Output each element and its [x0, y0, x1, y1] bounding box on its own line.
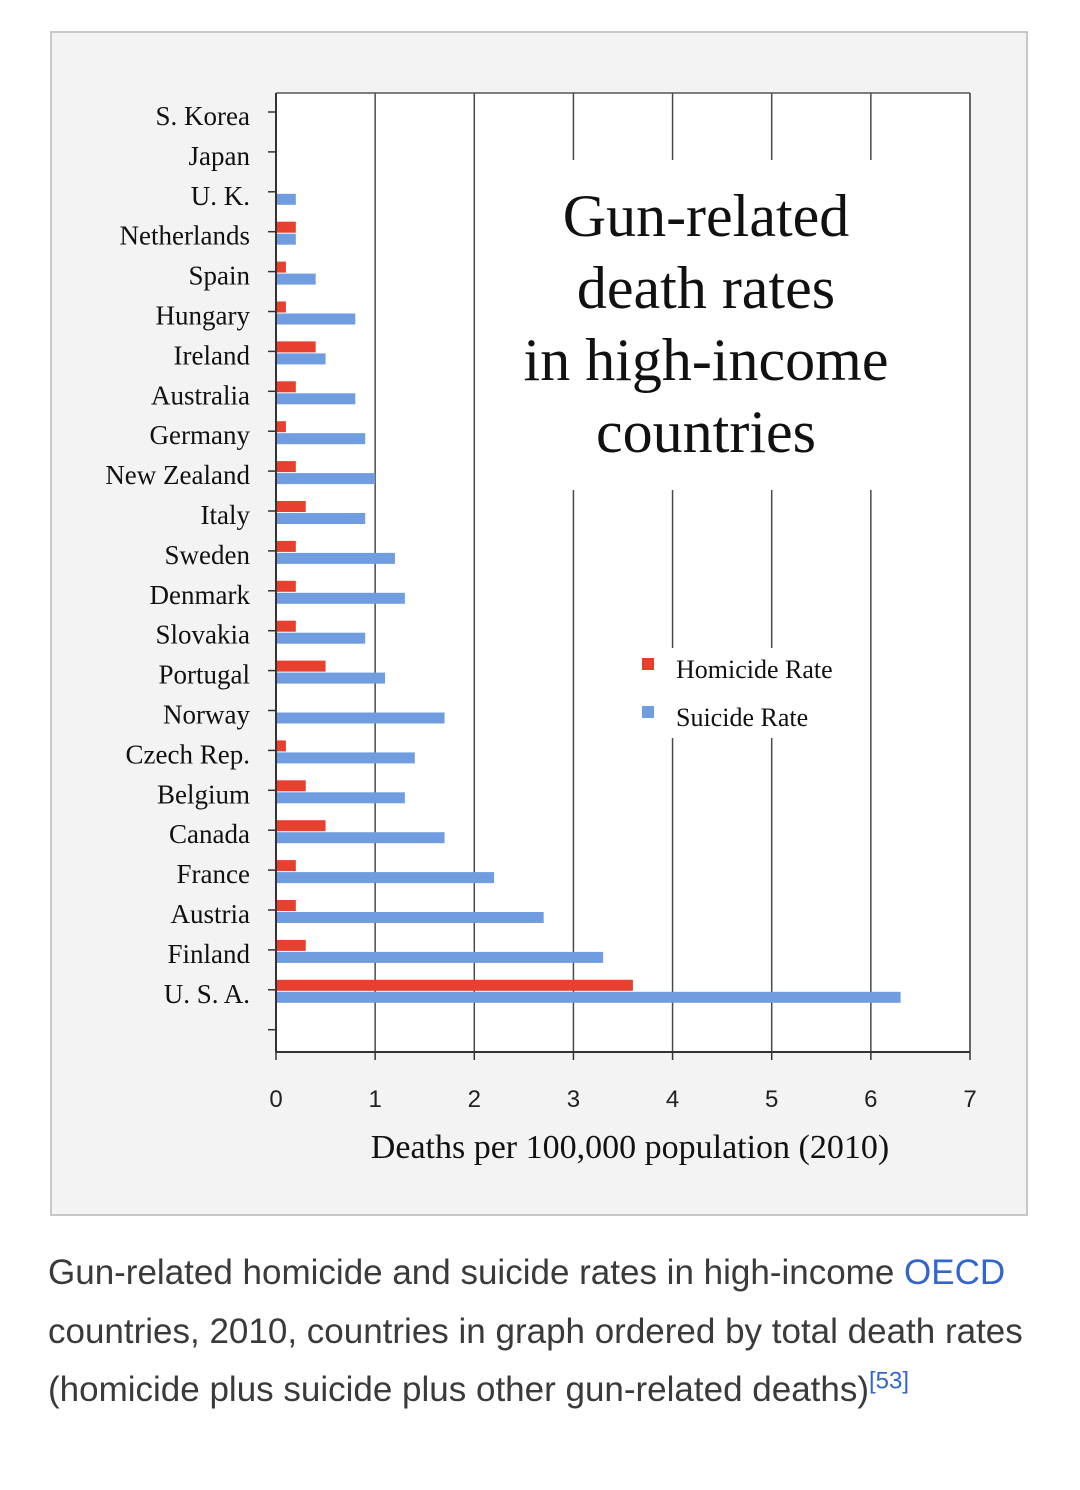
- axes: [268, 92, 971, 1060]
- chart-title-line: in high-income: [524, 327, 889, 393]
- legend-backdrop: [632, 648, 858, 738]
- category-label: Portugal: [159, 660, 251, 690]
- bar-suicide: [276, 473, 376, 485]
- bar-homicide: [276, 620, 296, 632]
- category-labels: S. Korea Japan U. K. Netherlands Spain Hungar…: [105, 101, 250, 1009]
- bar-suicide: [276, 273, 316, 285]
- bar-suicide: [276, 233, 296, 245]
- x-axis-label: Deaths per 100,000 population (2010): [371, 1129, 889, 1166]
- bar-suicide: [276, 552, 395, 564]
- legend-swatch: [642, 658, 654, 670]
- bar-homicide: [276, 780, 306, 792]
- bar-homicide: [276, 341, 316, 353]
- bar-suicide: [276, 393, 356, 405]
- x-tick-label: 5: [765, 1086, 778, 1113]
- category-label: New Zealand: [105, 460, 250, 490]
- bar-homicide: [276, 540, 296, 552]
- bar-suicide: [276, 832, 445, 844]
- category-label: Japan: [189, 141, 251, 171]
- figure-caption: Gun-related homicide and suicide rates i…: [48, 1244, 1038, 1420]
- bar-homicide: [276, 381, 296, 393]
- category-label: Sweden: [165, 540, 251, 570]
- bar-suicide: [276, 872, 495, 884]
- category-label: Austria: [171, 899, 251, 929]
- category-label: U. S. A.: [164, 979, 250, 1009]
- category-label: Canada: [169, 819, 250, 849]
- bar-suicide: [276, 193, 296, 205]
- bar-suicide: [276, 712, 445, 724]
- caption-text-2: countries, 2010, countries in graph orde…: [48, 1311, 1023, 1410]
- bar-suicide: [276, 313, 356, 325]
- caption-text-1: Gun-related homicide and suicide rates i…: [48, 1253, 905, 1292]
- bar-homicide: [276, 221, 296, 233]
- bar-homicide: [276, 461, 296, 473]
- chart-title-line: death rates: [577, 255, 835, 321]
- legend-swatch: [642, 706, 654, 718]
- x-tick-label: 7: [963, 1086, 976, 1113]
- reference-link[interactable]: [53]: [869, 1367, 910, 1395]
- bar-homicide: [276, 421, 286, 433]
- category-label: Slovakia: [156, 620, 251, 650]
- bar-suicide: [276, 912, 544, 923]
- x-tick-labels: 0 1 2 3 4 5 6 7: [269, 1086, 976, 1113]
- category-label: Norway: [163, 700, 250, 730]
- legend-label: Suicide Rate: [676, 703, 808, 732]
- category-label: Belgium: [157, 779, 250, 809]
- bar-suicide: [276, 951, 604, 963]
- category-label: Denmark: [150, 580, 251, 610]
- bar-homicide: [276, 301, 286, 313]
- category-label: Germany: [150, 420, 251, 450]
- bar-homicide: [276, 261, 286, 273]
- bar-homicide: [276, 580, 296, 592]
- bar-homicide: [276, 740, 286, 752]
- category-label: Ireland: [174, 340, 251, 370]
- bar-homicide: [276, 820, 326, 832]
- bar-suicide: [276, 752, 415, 764]
- category-label: Spain: [188, 261, 250, 291]
- bar-suicide: [276, 353, 326, 365]
- oecd-link[interactable]: OECD: [904, 1253, 1006, 1292]
- legend-label: Homicide Rate: [676, 655, 833, 684]
- bars: [276, 193, 901, 1003]
- category-label: S. Korea: [156, 101, 250, 131]
- category-label: Finland: [167, 939, 250, 969]
- x-tick-label: 2: [468, 1086, 481, 1113]
- x-tick-label: 3: [567, 1086, 580, 1113]
- chart-title-line: Gun-related: [563, 183, 850, 249]
- legend: Homicide Rate Suicide Rate: [632, 648, 858, 738]
- bar-homicide: [276, 939, 306, 951]
- x-tick-label: 0: [269, 1086, 282, 1113]
- category-label: U. K.: [191, 181, 250, 211]
- category-label: Czech Rep.: [126, 739, 250, 769]
- bar-suicide: [276, 632, 366, 644]
- category-label: Netherlands: [120, 221, 250, 251]
- bar-suicide: [276, 433, 366, 445]
- bar-suicide: [276, 991, 901, 1003]
- bar-chart: S. Korea Japan U. K. Netherlands Spain Hungar…: [105, 92, 977, 1166]
- x-tick-label: 1: [368, 1086, 381, 1113]
- bar-suicide: [276, 513, 366, 524]
- bar-suicide: [276, 792, 405, 804]
- bar-homicide: [276, 900, 296, 911]
- category-label: France: [177, 859, 250, 889]
- title-backdrop: [505, 160, 905, 490]
- bar-homicide: [276, 860, 296, 872]
- category-label: Hungary: [156, 301, 251, 331]
- chart-title-line: countries: [596, 399, 816, 465]
- category-label: Italy: [201, 500, 251, 530]
- x-tick-label: 4: [666, 1086, 679, 1113]
- bar-homicide: [276, 660, 326, 672]
- bar-homicide: [276, 979, 633, 991]
- category-label: Australia: [151, 380, 250, 410]
- bar-homicide: [276, 501, 306, 512]
- bar-suicide: [276, 592, 405, 604]
- x-tick-label: 6: [864, 1086, 877, 1113]
- bar-suicide: [276, 672, 386, 684]
